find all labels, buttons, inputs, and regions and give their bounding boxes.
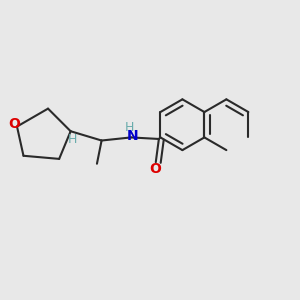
Text: H: H bbox=[68, 134, 77, 146]
Text: O: O bbox=[9, 117, 20, 131]
Text: N: N bbox=[127, 129, 138, 143]
Text: O: O bbox=[149, 162, 161, 176]
Text: H: H bbox=[125, 121, 134, 134]
